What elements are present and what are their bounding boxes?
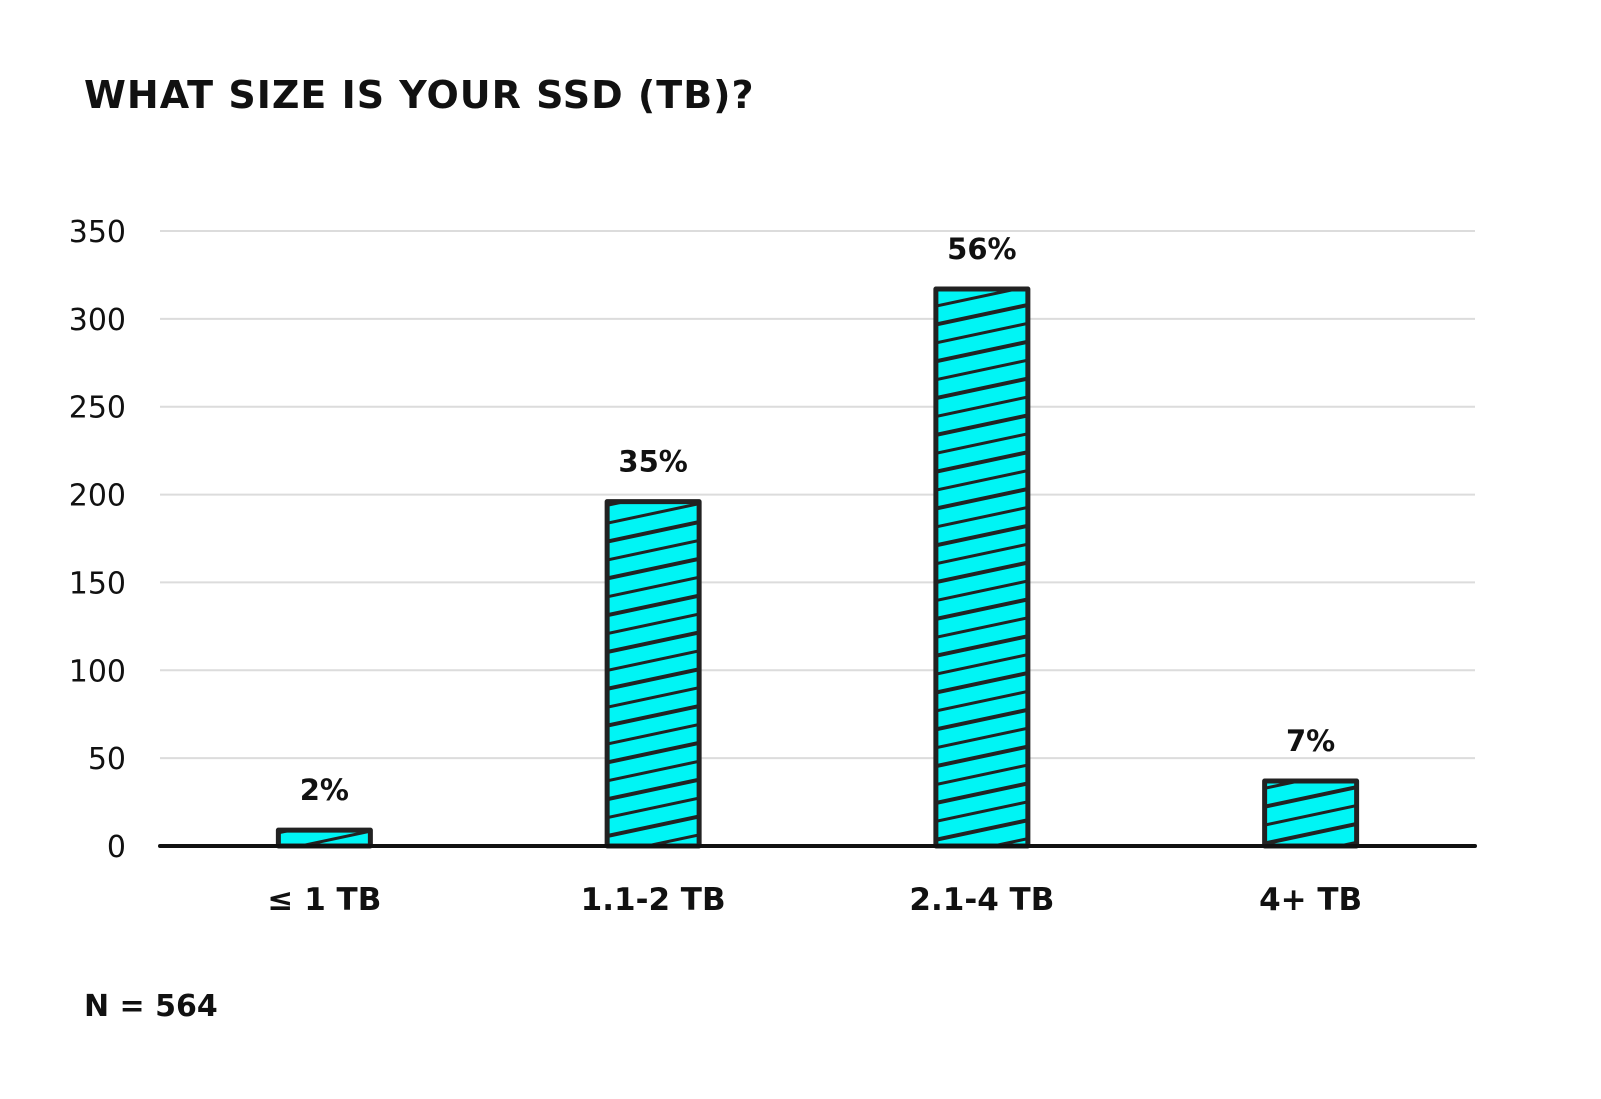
y-tick-label: 300	[69, 303, 126, 338]
y-tick-label: 150	[69, 566, 126, 601]
x-tick-label: 1.1-2 TB	[581, 882, 726, 918]
bar	[604, 499, 702, 849]
y-tick-label: 100	[69, 654, 126, 689]
bar	[275, 827, 373, 849]
y-axis-ticks: 0 50 100 150 200 250 300 350	[69, 215, 126, 865]
y-tick-label: 250	[69, 391, 126, 426]
y-tick-label: 50	[88, 742, 126, 777]
data-label: 56%	[947, 232, 1016, 266]
data-label: 2%	[300, 773, 349, 807]
bar	[933, 286, 1031, 849]
x-tick-label: ≤ 1 TB	[267, 882, 381, 918]
x-tick-label: 2.1-4 TB	[909, 882, 1054, 918]
y-tick-label: 200	[69, 479, 126, 514]
chart-title: WHAT SIZE IS YOUR SSD (TB)?	[84, 73, 755, 117]
data-label: 7%	[1286, 724, 1335, 758]
bar	[1262, 778, 1360, 849]
x-tick-label: 4+ TB	[1259, 882, 1362, 918]
data-label: 35%	[618, 445, 687, 479]
y-tick-label: 0	[107, 830, 126, 865]
sample-size-note: N = 564	[84, 989, 218, 1024]
bars	[275, 286, 1360, 849]
gridlines	[160, 230, 1475, 760]
data-labels: 2% 35% 56% 7%	[300, 232, 1336, 807]
y-tick-label: 350	[69, 215, 126, 250]
x-axis-labels: ≤ 1 TB 1.1-2 TB 2.1-4 TB 4+ TB	[267, 882, 1362, 918]
